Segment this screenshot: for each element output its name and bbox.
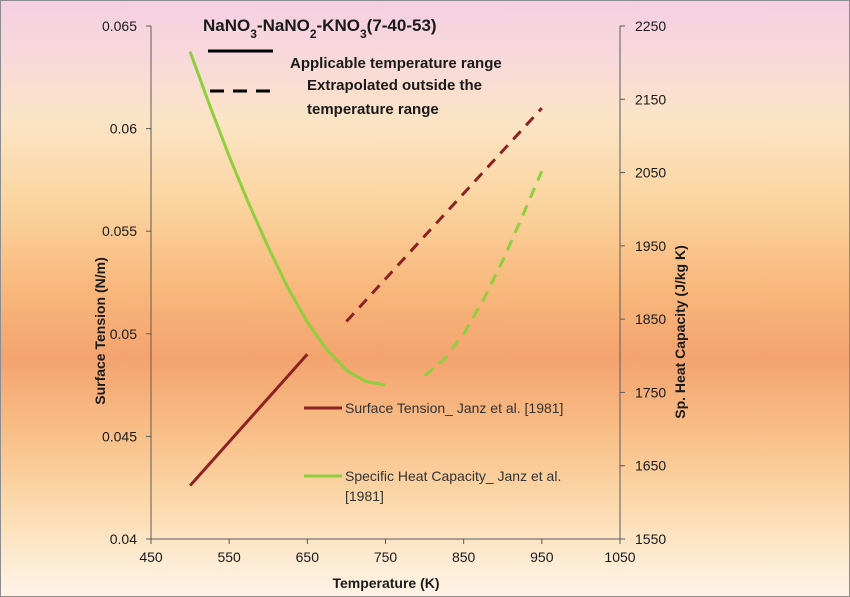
left-y-tick-label: 0.045 xyxy=(102,428,137,444)
x-tick-label: 950 xyxy=(530,549,554,565)
left-y-tick-label: 0.05 xyxy=(110,326,137,342)
right-y-tick-label: 1650 xyxy=(635,458,666,474)
line-style-key: Applicable temperature range Extrapolate… xyxy=(208,49,502,118)
chart-title-text: NaNO3-NaNO2-KNO3(7-40-53) xyxy=(203,16,437,41)
specific-heat-capacity-dashed-line xyxy=(423,170,544,377)
surface-tension-dashed-line xyxy=(345,107,543,323)
right-y-tick-label: 1750 xyxy=(635,384,666,400)
surface-tension-solid-line xyxy=(188,353,309,487)
specific-heat-capacity-solid-line xyxy=(188,51,386,387)
series-layer xyxy=(188,51,544,487)
title-part: NaNO xyxy=(203,16,250,35)
x-tick-label: 450 xyxy=(139,549,163,565)
x-axis-title: Temperature (K) xyxy=(332,575,439,591)
x-tick-label: 1050 xyxy=(604,549,635,565)
left-y-tick-label: 0.055 xyxy=(102,223,137,239)
right-y-tick-label: 2250 xyxy=(635,18,666,34)
legend-label-specific-heat-line-1: Specific Heat Capacity_ Janz et al. xyxy=(345,468,561,484)
left-y-tick-label: 0.065 xyxy=(102,18,137,34)
title-part: -NaNO xyxy=(257,16,310,35)
right-y-tick-label: 2150 xyxy=(635,91,666,107)
left-y-axis-title: Surface Tension (N/m) xyxy=(92,257,108,405)
x-tick-label: 650 xyxy=(296,549,320,565)
title-part: -KNO xyxy=(317,16,360,35)
chart-title: NaNO3-NaNO2-KNO3(7-40-53) xyxy=(203,16,437,41)
title-subscript: 2 xyxy=(310,27,317,41)
left-y-tick-label: 0.06 xyxy=(110,121,137,137)
right-y-axis-title: Sp. Heat Capacity (J/kg K) xyxy=(672,245,688,419)
title-part: (7-40-53) xyxy=(367,16,437,35)
right-y-tick-label: 1550 xyxy=(635,531,666,547)
title-subscript: 3 xyxy=(250,27,257,41)
title-subscript: 3 xyxy=(360,27,367,41)
dashed-line-key-label-line-2: temperature range xyxy=(307,101,439,118)
legend-label-surface-tension: Surface Tension_ Janz et al. [1981] xyxy=(345,400,563,416)
right-y-tick-label: 2050 xyxy=(635,165,666,181)
x-tick-label: 850 xyxy=(452,549,476,565)
right-y-tick-label: 1850 xyxy=(635,311,666,327)
left-y-tick-label: 0.04 xyxy=(110,531,137,547)
x-tick-label: 550 xyxy=(217,549,241,565)
axes: 450 550 650 750 850 950 1050 0.04 0.045 0.05 0.055… xyxy=(102,18,666,565)
x-tick-label: 750 xyxy=(374,549,398,565)
legend: Surface Tension_ Janz et al. [1981] Spec… xyxy=(304,400,563,504)
legend-label-specific-heat-line-2: [1981] xyxy=(345,488,384,504)
dashed-line-key-label-line-1: Extrapolated outside the xyxy=(307,77,482,94)
right-y-tick-label: 1950 xyxy=(635,238,666,254)
solid-line-key-label: Applicable temperature range xyxy=(290,55,502,72)
